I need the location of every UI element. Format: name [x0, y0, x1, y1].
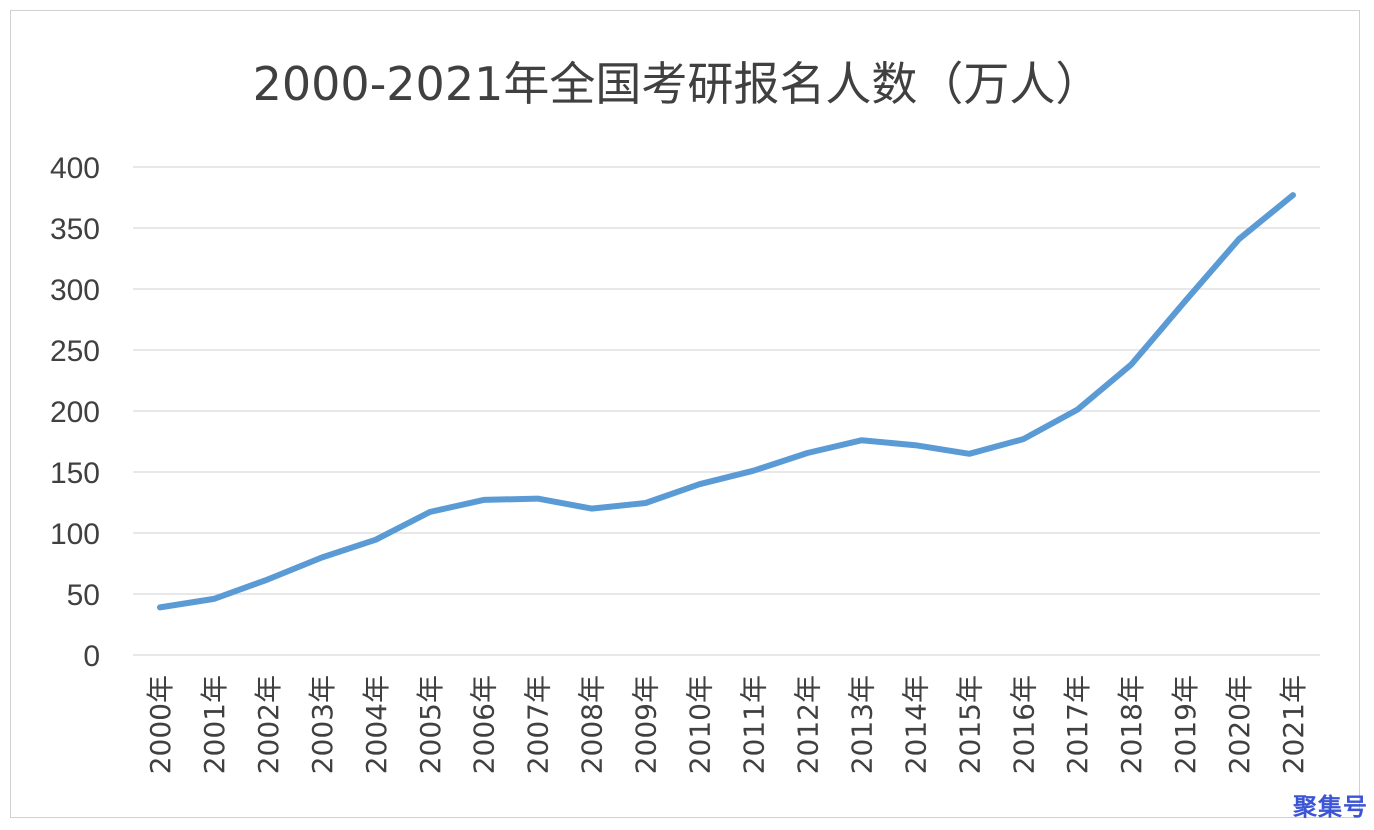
x-tick-label: 2009年 — [630, 675, 663, 774]
y-tick-label: 250 — [50, 335, 100, 368]
x-tick-label: 2012年 — [791, 675, 824, 774]
y-axis-ticks: 0 50 100 150 200 250 300 350 400 — [50, 152, 100, 673]
y-tick-label: 0 — [83, 640, 100, 673]
data-point — [427, 509, 433, 515]
data-point — [643, 500, 649, 506]
x-tick-label: 2016年 — [1007, 675, 1040, 774]
x-tick-label: 2003年 — [306, 675, 339, 774]
data-point — [697, 481, 703, 487]
data-point — [1074, 407, 1080, 413]
x-tick-label: 2010年 — [684, 675, 717, 774]
chart-frame — [10, 10, 1360, 818]
x-tick-label: 2011年 — [737, 675, 770, 774]
x-tick-label: 2017年 — [1061, 675, 1094, 774]
y-tick-label: 350 — [50, 213, 100, 246]
y-tick-label: 200 — [50, 396, 100, 429]
data-point — [535, 496, 541, 502]
data-point — [265, 576, 271, 582]
x-tick-label: 2015年 — [953, 675, 986, 774]
watermark-text: 聚集号 — [1293, 793, 1368, 821]
x-tick-label: 2018年 — [1115, 675, 1148, 774]
data-point — [1182, 298, 1188, 304]
y-tick-label: 400 — [50, 152, 100, 185]
data-point — [1290, 192, 1296, 198]
x-tick-label: 2007年 — [522, 675, 555, 774]
chart-title: 2000-2021年全国考研报名人数（万人） — [253, 57, 1102, 111]
data-point — [211, 596, 217, 602]
x-tick-label: 2004年 — [360, 675, 393, 774]
data-point — [481, 497, 487, 503]
x-tick-label: 2014年 — [899, 675, 932, 774]
data-point — [858, 437, 864, 443]
x-tick-label: 2005年 — [414, 675, 447, 774]
data-point — [1236, 236, 1242, 242]
x-tick-label: 2021年 — [1277, 675, 1310, 774]
series-layer — [157, 192, 1296, 611]
x-tick-label: 2008年 — [576, 675, 609, 774]
y-tick-label: 100 — [50, 518, 100, 551]
data-point — [1020, 436, 1026, 442]
y-tick-label: 150 — [50, 457, 100, 490]
data-point — [804, 450, 810, 456]
x-tick-label: 2002年 — [252, 675, 285, 774]
data-point — [589, 506, 595, 512]
data-point — [750, 468, 756, 474]
data-point — [1128, 362, 1134, 368]
x-axis-ticks: 2000年 2001年 2002年 2003年 2004年 2005年 2006年 2007年… — [144, 675, 1310, 774]
data-point — [157, 604, 163, 610]
x-tick-label: 2013年 — [845, 675, 878, 774]
data-point — [966, 451, 972, 457]
y-tick-label: 300 — [50, 274, 100, 307]
x-tick-label: 2006年 — [468, 675, 501, 774]
x-tick-label: 2020年 — [1223, 675, 1256, 774]
x-tick-label: 2019年 — [1169, 675, 1202, 774]
x-tick-label: 2000年 — [144, 675, 177, 774]
series-line — [157, 192, 1296, 611]
data-point — [373, 537, 379, 543]
data-point — [912, 442, 918, 448]
y-tick-label: 50 — [67, 579, 100, 612]
data-point — [319, 555, 325, 561]
x-tick-label: 2001年 — [198, 675, 231, 774]
gridlines — [133, 166, 1320, 656]
